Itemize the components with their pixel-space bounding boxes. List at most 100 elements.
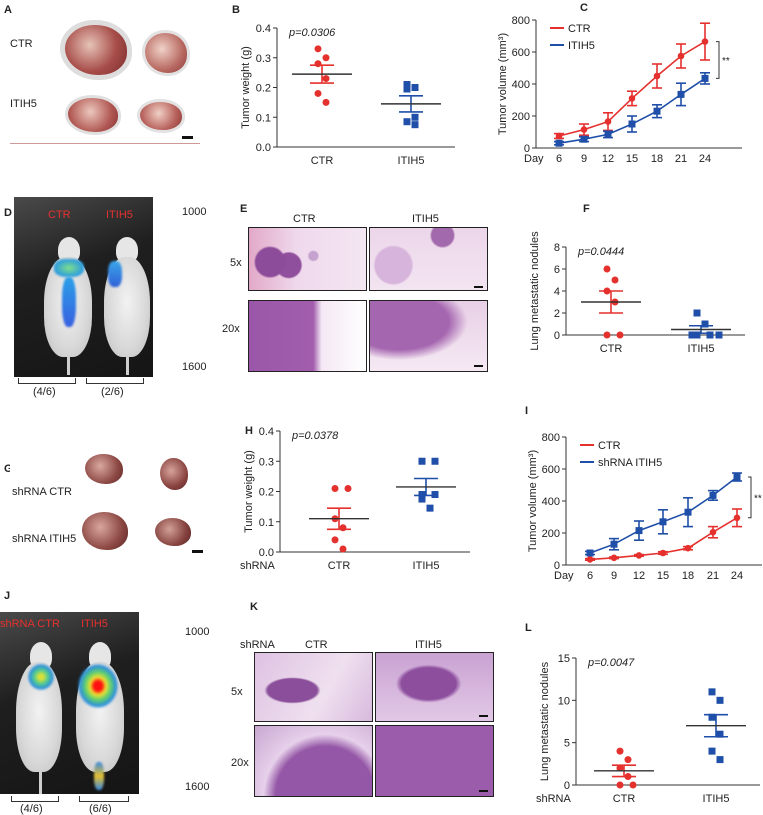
- data-point-ctr: [314, 45, 322, 53]
- x-category-label: CTR: [328, 560, 351, 572]
- data-point: [659, 518, 667, 526]
- photo-label-itih5: ITIH5: [10, 98, 37, 110]
- data-point-ctr: [322, 54, 330, 62]
- data-point: [580, 126, 588, 133]
- histology-row-20x: 20x: [222, 323, 240, 335]
- data-point-ctr: [339, 545, 347, 553]
- x-axis-label: Day: [554, 570, 574, 582]
- x-tick-label: 24: [731, 570, 743, 582]
- data-point: [610, 540, 618, 548]
- significance-bracket: [748, 476, 752, 519]
- y-axis-label: Lung metastatic nodules: [539, 661, 551, 781]
- data-point-ctr: [344, 484, 352, 492]
- y-tick-label: 200: [542, 528, 560, 540]
- x-category-label: ITIH5: [413, 560, 440, 572]
- data-point: [709, 491, 717, 499]
- y-tick-label: 15: [558, 653, 570, 665]
- panel-letter-a: A: [4, 4, 12, 16]
- panel-letter-c: C: [580, 2, 588, 14]
- tumor-photo-a: CTR ITIH5: [10, 20, 200, 144]
- ratio-itih5: (2/6): [101, 386, 124, 398]
- data-point: [684, 544, 692, 552]
- histology-ctr-20x: [248, 300, 367, 372]
- histology-row-20x: 20x: [231, 757, 249, 769]
- x-category-label: CTR: [311, 155, 334, 167]
- data-point-ctr: [616, 781, 624, 789]
- tumor-shrna-ctr-2: [160, 458, 188, 490]
- image-label-shrna-ctr: shRNA CTR: [0, 618, 60, 630]
- data-point-ctr: [322, 75, 330, 83]
- p-value-annotation: p=0.0047: [587, 657, 635, 669]
- y-tick-label: 0.3: [259, 456, 274, 468]
- data-point-ctr: [331, 484, 339, 492]
- photo-label-shrna-ctr: shRNA CTR: [12, 486, 72, 498]
- data-point-itih5: [708, 713, 716, 721]
- data-point-ctr: [629, 781, 637, 789]
- data-point-itih5: [708, 688, 716, 696]
- x-tick-label: 21: [675, 153, 687, 165]
- data-point-itih5: [411, 121, 419, 129]
- x-tick-label: 6: [556, 153, 562, 165]
- x-category-label: ITIH5: [688, 343, 715, 355]
- y-tick-label: 0.1: [256, 112, 271, 124]
- data-point: [653, 107, 661, 115]
- image-label-itih5: ITIH5: [81, 618, 108, 630]
- x-category-label: ITIH5: [398, 155, 425, 167]
- significance-label: **: [754, 493, 762, 504]
- data-point: [733, 473, 741, 481]
- panel-letter-k: K: [250, 601, 258, 613]
- x-category-label: CTR: [600, 343, 623, 355]
- scale-min-label: 1600: [185, 781, 210, 793]
- y-tick-label: 0.1: [259, 517, 274, 529]
- chart-h: 0.0 0.1 0.2 0.3 0.4 Tumor weight (g) p=0.0378 s…: [240, 426, 470, 572]
- data-point: [684, 508, 692, 516]
- ratio-ctr: (4/6): [33, 386, 56, 398]
- data-point-itih5: [411, 84, 419, 91]
- y-tick-label: 10: [558, 695, 570, 707]
- bioluminescence-image-d: CTR ITIH5: [14, 197, 153, 377]
- data-point-ctr: [611, 276, 619, 284]
- histology-prefix-shrna: shRNA: [240, 639, 275, 651]
- y-axis-label: Tumor volume (mm³): [527, 450, 539, 552]
- data-point-ctr: [603, 331, 611, 339]
- tumor-ctr-1: [65, 25, 127, 75]
- y-tick-label: 0.0: [259, 547, 274, 559]
- data-point: [628, 95, 636, 102]
- data-point-itih5: [403, 85, 411, 93]
- y-tick-label: 200: [512, 111, 530, 123]
- y-tick-label: 6: [554, 264, 560, 276]
- data-point: [733, 514, 741, 522]
- tumor-itih5-1: [68, 98, 118, 132]
- y-tick-label: 0.2: [256, 83, 271, 95]
- y-tick-label: 0.0: [256, 142, 271, 154]
- y-tick-label: 600: [512, 47, 530, 59]
- chart-l: 0 5 10 15 Lung metastatic nodules p=0.0047 shR…: [536, 653, 760, 805]
- tumor-ctr-2: [145, 33, 187, 73]
- panel-letter-j: J: [4, 590, 11, 602]
- tumor-photo-g: shRNA CTR shRNA ITIH5: [10, 440, 208, 558]
- y-axis-label: Lung metastatic nodules: [529, 231, 541, 351]
- panel-letter-i: I: [525, 405, 529, 417]
- p-value-annotation: p=0.0378: [291, 430, 339, 442]
- tumor-shrna-itih5-2: [155, 518, 191, 546]
- group-bracket-itih5: [86, 378, 144, 384]
- histology-col-ctr: CTR: [293, 213, 316, 225]
- histology-shrna-ctr-20x: [254, 725, 373, 797]
- x-axis-label: Day: [524, 153, 544, 165]
- data-point: [701, 74, 709, 82]
- data-point-itih5: [693, 309, 701, 317]
- data-point: [604, 118, 612, 125]
- bioluminescence-image-j: shRNA CTR ITIH5: [0, 612, 139, 794]
- y-tick-label: 0.2: [259, 487, 274, 499]
- data-point-ctr: [314, 60, 322, 68]
- panel-letter-b: B: [232, 4, 240, 16]
- x-tick-label: 12: [602, 153, 614, 165]
- data-point: [555, 132, 563, 140]
- data-point-ctr: [616, 764, 624, 772]
- ratio-shrna-itih5: (6/6): [89, 803, 112, 815]
- histology-col-itih5: ITIH5: [412, 213, 439, 225]
- series-line-1: [558, 77, 706, 144]
- tumor-itih5-2: [140, 102, 182, 130]
- y-tick-label: 0: [554, 330, 560, 342]
- histology-row-5x: 5x: [230, 257, 242, 269]
